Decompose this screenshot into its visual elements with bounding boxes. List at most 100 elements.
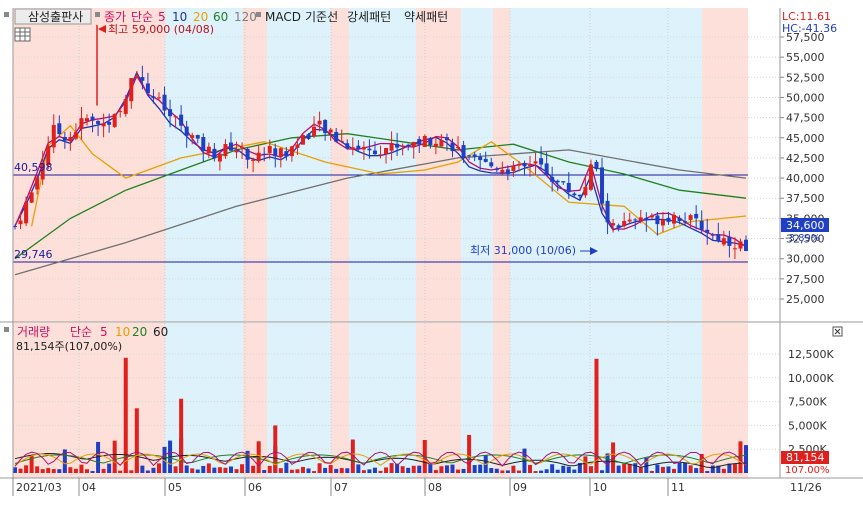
volume-bar[interactable] — [18, 468, 23, 473]
volume-bar[interactable] — [511, 465, 516, 473]
candle-body[interactable] — [456, 146, 461, 149]
candle-body[interactable] — [522, 162, 527, 167]
volume-bar[interactable] — [389, 463, 394, 473]
volume-bar[interactable] — [195, 469, 200, 473]
candle-body[interactable] — [705, 229, 710, 234]
candle-body[interactable] — [710, 234, 715, 236]
candle-body[interactable] — [566, 182, 571, 193]
candle-body[interactable] — [738, 241, 743, 249]
candle-body[interactable] — [51, 124, 56, 148]
volume-bar[interactable] — [395, 463, 400, 473]
volume-bar[interactable] — [339, 468, 344, 473]
volume-bar[interactable] — [732, 464, 737, 473]
candle-body[interactable] — [68, 136, 73, 141]
volume-spike[interactable] — [467, 434, 472, 473]
candle-body[interactable] — [500, 169, 505, 173]
volume-bar[interactable] — [649, 470, 654, 473]
volume-bar[interactable] — [306, 468, 311, 473]
candle-body[interactable] — [644, 217, 649, 221]
volume-bar[interactable] — [300, 466, 305, 473]
volume-bar[interactable] — [566, 466, 571, 473]
candle-body[interactable] — [217, 153, 222, 162]
candle-body[interactable] — [201, 137, 206, 152]
volume-bar[interactable] — [68, 467, 73, 473]
candle-body[interactable] — [339, 140, 344, 142]
candle-body[interactable] — [406, 144, 411, 146]
candle-body[interactable] — [544, 163, 549, 175]
legend-macd[interactable]: MACD — [265, 10, 301, 24]
volume-spike[interactable] — [123, 357, 128, 473]
volume-bar[interactable] — [57, 469, 62, 473]
volume-bar[interactable] — [162, 446, 167, 473]
candle-body[interactable] — [273, 148, 278, 157]
symbol-box[interactable] — [14, 8, 92, 25]
legend-close[interactable]: 종가 — [104, 10, 126, 24]
legend-ma120[interactable]: 120 — [234, 10, 257, 24]
candle-body[interactable] — [84, 118, 89, 122]
candle-body[interactable] — [600, 167, 605, 204]
legend-ma60[interactable]: 60 — [213, 10, 228, 24]
candle-body[interactable] — [677, 217, 682, 221]
volume-bar[interactable] — [433, 470, 438, 473]
volume-bar[interactable] — [744, 445, 748, 473]
candle-body[interactable] — [655, 215, 660, 225]
volume-bar[interactable] — [267, 465, 272, 473]
volume-bar[interactable] — [616, 465, 621, 473]
volume-bar[interactable] — [721, 468, 726, 473]
candlesticks[interactable] — [13, 24, 748, 260]
volume-bar[interactable] — [472, 465, 477, 473]
candle-body[interactable] — [555, 180, 560, 183]
candle-body[interactable] — [334, 131, 339, 142]
volume-bar[interactable] — [500, 470, 505, 473]
volume-spike[interactable] — [112, 440, 117, 473]
candle-body[interactable] — [317, 120, 322, 125]
volume-bar[interactable] — [312, 471, 317, 473]
volume-bar[interactable] — [334, 468, 339, 473]
candle-body[interactable] — [516, 163, 521, 166]
candle-body[interactable] — [168, 109, 173, 117]
candle-body[interactable] — [444, 137, 449, 141]
volume-bar[interactable] — [212, 467, 217, 473]
volume-spike[interactable] — [699, 453, 704, 473]
volume-bar[interactable] — [251, 465, 256, 473]
volume-title[interactable]: 거래량 — [17, 325, 50, 339]
candle-body[interactable] — [633, 219, 638, 221]
volume-bar[interactable] — [444, 465, 449, 473]
candle-body[interactable] — [151, 96, 156, 99]
candle-body[interactable] — [483, 158, 488, 162]
candle-body[interactable] — [278, 148, 283, 157]
volume-bar[interactable] — [317, 463, 322, 473]
volume-bar[interactable] — [544, 469, 549, 473]
candle-body[interactable] — [439, 140, 444, 147]
volume-bar[interactable] — [256, 441, 261, 473]
volume-bar[interactable] — [206, 463, 211, 473]
volume-bar[interactable] — [13, 467, 17, 473]
volume-bar[interactable] — [456, 469, 461, 473]
volume-bar[interactable] — [367, 469, 372, 473]
volume-bar[interactable] — [184, 465, 189, 473]
volume-bar[interactable] — [361, 470, 366, 473]
volume-bar[interactable] — [345, 468, 350, 473]
candle-body[interactable] — [300, 135, 305, 145]
legend-simple[interactable]: 단순 — [131, 10, 153, 24]
volume-bar[interactable] — [666, 466, 671, 473]
candle-body[interactable] — [223, 144, 228, 157]
candle-body[interactable] — [744, 239, 748, 251]
volume-bar[interactable] — [738, 441, 743, 473]
volume-bar[interactable] — [411, 465, 416, 473]
candle-body[interactable] — [40, 162, 45, 180]
candle-body[interactable] — [162, 94, 167, 111]
candle-body[interactable] — [384, 148, 389, 155]
candle-body[interactable] — [140, 77, 145, 81]
candle-body[interactable] — [622, 220, 627, 227]
candle-body[interactable] — [245, 148, 250, 160]
candle-body[interactable] — [57, 123, 62, 135]
candle-body[interactable] — [572, 193, 577, 196]
volume-bar[interactable] — [439, 466, 444, 473]
volume-bar[interactable] — [417, 465, 422, 473]
candle-body[interactable] — [611, 223, 616, 226]
volume-bar[interactable] — [73, 468, 78, 473]
candle-body[interactable] — [62, 136, 67, 141]
candle-body[interactable] — [356, 145, 361, 149]
candle-body[interactable] — [422, 135, 427, 147]
